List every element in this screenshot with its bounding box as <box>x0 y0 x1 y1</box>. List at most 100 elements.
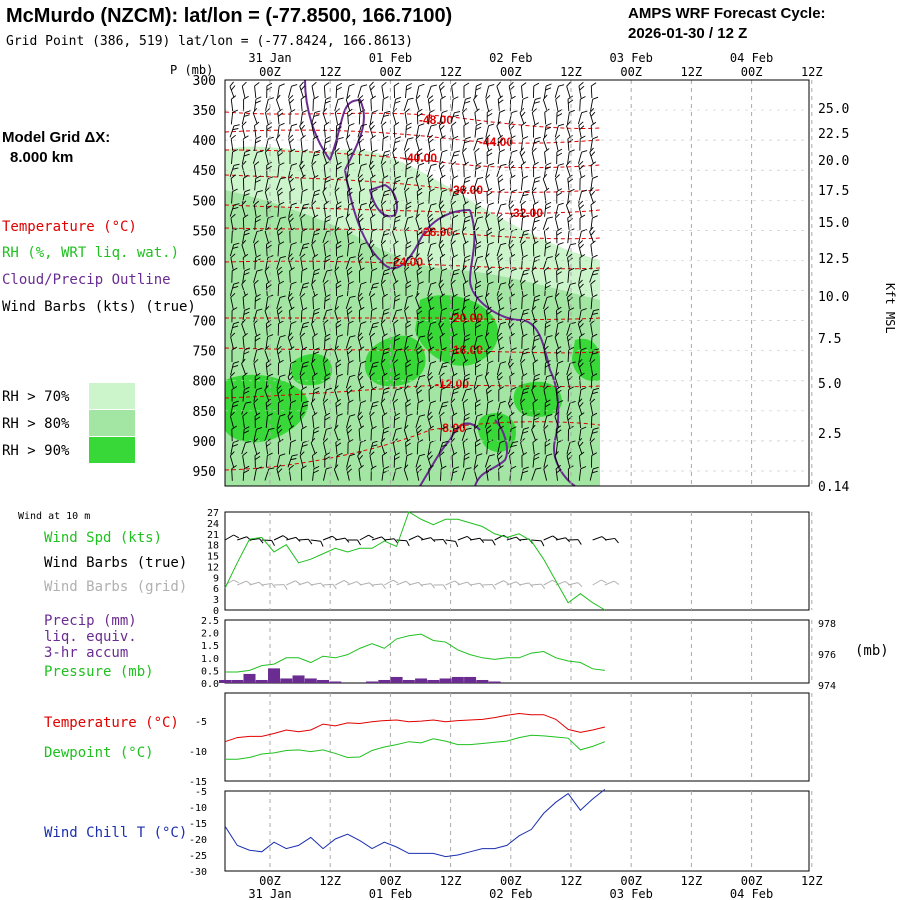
wind-barb <box>368 160 375 178</box>
wind-barb <box>461 226 467 244</box>
wind-barb <box>520 427 530 442</box>
wind-barb <box>579 293 585 310</box>
wind-barb <box>265 373 274 389</box>
legend-wind-barbs: Wind Barbs (kts) (true) <box>2 299 196 315</box>
wind-barb <box>554 253 560 270</box>
wind-barb <box>403 176 414 191</box>
wind-barb <box>486 188 493 204</box>
wind-barb <box>579 372 585 389</box>
legend-rh: RH (%, WRT liq. wat.) <box>2 245 179 261</box>
wind-barb <box>474 187 480 204</box>
wind-barb <box>428 425 434 442</box>
wind-barb <box>496 451 503 468</box>
wind-barb <box>299 372 305 389</box>
wind-barb <box>288 400 297 415</box>
wind-barb <box>241 160 247 178</box>
temp-contour-m36 <box>225 174 601 193</box>
wind-barb <box>381 96 389 112</box>
wind-barb <box>264 305 270 323</box>
wind-barb <box>369 401 379 415</box>
wind-barb <box>289 188 296 204</box>
wind-barb <box>498 386 505 402</box>
wind-barb <box>266 122 273 138</box>
wind-barb <box>555 425 562 442</box>
wind-barb <box>276 94 281 112</box>
wind-barb <box>347 439 354 455</box>
wind-barb <box>334 215 344 230</box>
wind-barb <box>473 334 483 349</box>
wind-barb <box>288 360 297 376</box>
precip-bar <box>427 679 440 683</box>
wind-barb <box>556 306 562 323</box>
wind-barb <box>544 241 552 257</box>
surface-barb-true <box>347 539 361 546</box>
wind-barb <box>450 268 460 283</box>
wind-barb <box>497 372 503 389</box>
wind-barb <box>357 123 368 138</box>
top-hour-tick: 00Z <box>259 65 281 79</box>
wind-barb <box>416 241 424 257</box>
wind-barb <box>567 135 574 151</box>
wind-barb <box>288 439 297 455</box>
wind-barb <box>486 227 493 244</box>
wind-barb <box>276 374 286 389</box>
pressure-tick-label: 700 <box>193 315 216 330</box>
wind-barb <box>334 266 340 283</box>
wind-barb <box>427 411 433 428</box>
wind-barb <box>380 398 386 415</box>
wind-barb <box>589 438 595 455</box>
wind-barb <box>590 96 599 112</box>
wind-barbs-true-label: Wind Barbs (true) <box>44 555 187 571</box>
height-tick-label: 20.0 <box>818 154 849 169</box>
surface-barb-true <box>396 539 410 547</box>
wind-barb <box>496 81 502 98</box>
precip-bar <box>402 679 415 683</box>
height-tick-label: 15.0 <box>818 216 849 231</box>
y-tick-label: -5 <box>195 717 207 728</box>
wind-barb <box>231 228 238 244</box>
wind-barb <box>590 121 597 138</box>
wind-barb <box>405 438 411 455</box>
wind-barb <box>277 148 284 165</box>
wind-barb <box>543 453 553 468</box>
wind-barb <box>265 334 274 349</box>
wind-barb <box>554 451 560 468</box>
wind-barb <box>498 425 504 442</box>
wind-barb <box>462 215 471 230</box>
wind-barb <box>357 253 364 270</box>
wind-barb <box>369 372 375 389</box>
wind-barb <box>300 134 306 151</box>
legend-temperature: Temperature (°C) <box>2 219 137 235</box>
surface-barb-true <box>335 537 350 543</box>
wind-barb <box>370 386 377 402</box>
wind-barb <box>555 95 561 112</box>
wind-barb <box>578 161 585 178</box>
temp-contour-label: -36.00 <box>449 183 483 197</box>
wind-barb <box>589 269 600 283</box>
wind-barb <box>463 82 470 98</box>
bottom-date-label: 04 Feb <box>730 887 773 900</box>
rh90-region-7 <box>572 338 600 382</box>
wind-barb <box>485 202 494 217</box>
surface-barb-grid <box>261 582 276 589</box>
wind-barb <box>276 464 283 481</box>
wind-barb <box>347 148 353 165</box>
wind-barb <box>451 451 458 468</box>
wind-barb <box>277 399 284 415</box>
wind-barb <box>439 214 446 231</box>
wind-barb <box>358 400 367 415</box>
wind-barb <box>253 269 263 283</box>
surface-barb-grid <box>372 583 386 589</box>
wind-barb <box>299 282 310 296</box>
wind-barb <box>589 348 600 362</box>
surface-barb-true <box>433 538 447 545</box>
top-hour-tick: 12Z <box>801 65 823 79</box>
wind-gridlines <box>269 512 813 610</box>
wind-barb <box>462 136 471 151</box>
wind-barb <box>427 242 437 257</box>
wind-barb <box>265 108 270 125</box>
wind-barb <box>334 97 344 112</box>
wind-barb <box>590 280 596 297</box>
wind-barb <box>242 253 249 270</box>
wind-barb <box>450 438 456 455</box>
